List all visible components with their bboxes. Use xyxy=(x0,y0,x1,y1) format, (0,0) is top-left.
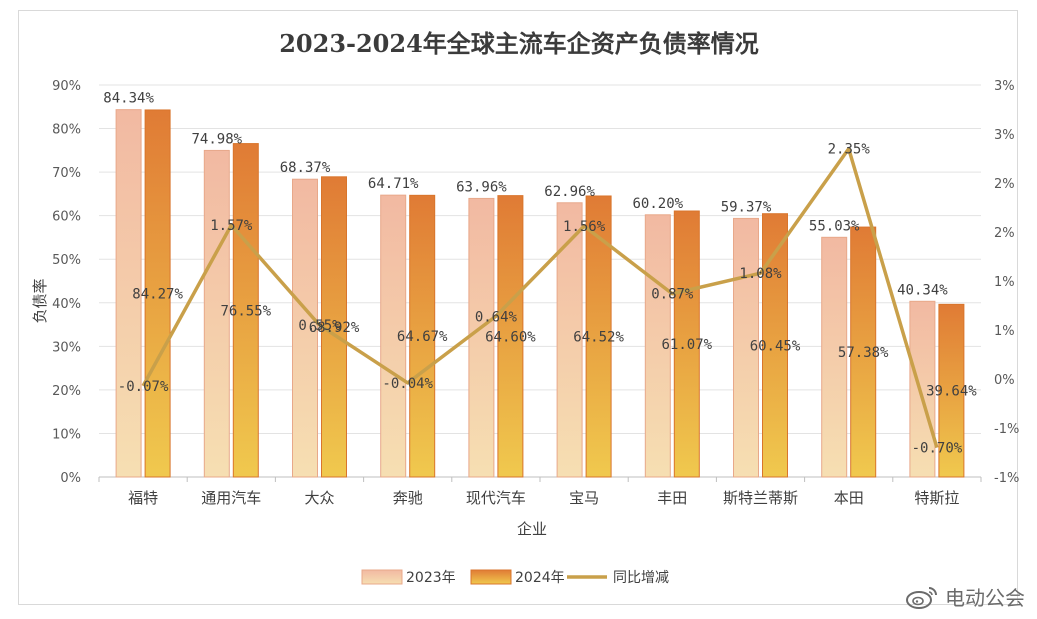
y-right-tick-label: 3% xyxy=(994,79,1015,94)
y-right-tick-label: 3% xyxy=(994,128,1015,143)
legend: 2023年 2024年 同比增减 xyxy=(361,569,669,586)
bar-2023 xyxy=(380,194,407,478)
x-tick-label: 丰田 xyxy=(657,489,687,507)
bar-2023 xyxy=(909,300,936,478)
data-label-2023: 64.71% xyxy=(368,176,419,192)
legend-label: 2024年 xyxy=(515,570,565,586)
y-left-tick-label: 50% xyxy=(52,253,81,268)
data-label-2023: 59.37% xyxy=(721,199,772,215)
data-label-2024: 68.92% xyxy=(309,320,360,336)
x-tick-label: 通用汽车 xyxy=(201,489,261,507)
bar-2024 xyxy=(409,194,436,478)
y-left-tick-label: 70% xyxy=(52,166,81,181)
bar-2023 xyxy=(203,149,230,478)
y-right-tick-label: 2% xyxy=(994,226,1015,241)
bar-2024 xyxy=(232,143,259,478)
x-tick-label: 大众 xyxy=(304,489,334,507)
data-labels: 84.34% 84.27% 74.98% 76.55% 68.37% 68.92% 64.7… xyxy=(103,91,977,457)
y-left-tick-label: 20% xyxy=(52,384,81,399)
data-label-2023: 60.20% xyxy=(633,196,684,212)
data-label-2023: 62.96% xyxy=(544,184,595,200)
data-label-yoy: -0.07% xyxy=(118,379,169,395)
data-label-yoy: 2.35% xyxy=(828,142,871,158)
bar-2023 xyxy=(733,217,759,478)
bar-2024 xyxy=(850,226,877,478)
data-label-2024: 64.60% xyxy=(485,329,536,345)
data-label-yoy: -0.70% xyxy=(912,441,963,457)
y-right-tick-label: 2% xyxy=(994,177,1015,192)
data-label-2024: 64.52% xyxy=(573,329,624,345)
bar-2023 xyxy=(115,109,142,478)
data-label-2023: 74.98% xyxy=(192,131,243,147)
bar-2024 xyxy=(938,303,965,478)
data-label-2024: 84.27% xyxy=(132,286,183,302)
data-label-2024: 61.07% xyxy=(662,337,713,353)
x-tick-label: 本田 xyxy=(834,489,864,507)
bar-2023 xyxy=(644,214,671,478)
data-label-2024: 60.45% xyxy=(750,338,801,354)
y-left-tick-label: 80% xyxy=(52,123,81,138)
data-label-yoy: 0.64% xyxy=(475,309,518,325)
weibo-icon xyxy=(906,586,937,609)
bar-2023 xyxy=(821,236,848,478)
data-label-2023: 55.03% xyxy=(809,218,860,234)
data-label-yoy: 1.57% xyxy=(210,218,253,234)
data-label-yoy: 0.55% xyxy=(298,318,341,334)
y-right-tick-label: 1% xyxy=(994,275,1015,290)
yoy-line-path xyxy=(141,146,939,449)
x-tick-label: 斯特兰蒂斯 xyxy=(723,489,798,507)
bar-2024 xyxy=(673,210,700,478)
y-left-tick-label: 90% xyxy=(52,79,81,94)
y-right-tick-label: 1% xyxy=(994,324,1015,339)
chart-frame: 2023-2024年全球主流车企资产负债率情况 84.34% 84.27% 74.9… xyxy=(18,10,1019,605)
data-label-2024: 64.67% xyxy=(397,329,448,345)
axes: 0% 10% 20% 30% 40% 50% 60% 70% 80% 90% -1% -1% 0% 1% 1… xyxy=(52,79,1019,507)
y-left-tick-label: 60% xyxy=(52,210,81,225)
y-left-tick-label: 40% xyxy=(52,297,81,312)
legend-label: 同比增减 xyxy=(613,570,669,586)
bars xyxy=(115,109,965,478)
data-label-2023: 40.34% xyxy=(897,282,948,298)
x-tick-label: 特斯拉 xyxy=(914,489,959,507)
data-label-2024: 39.64% xyxy=(926,384,977,400)
watermark: 电动公会 xyxy=(905,582,1025,611)
data-label-2023: 68.37% xyxy=(280,160,331,176)
y-left-tick-label: 30% xyxy=(52,340,81,355)
bar-2023 xyxy=(468,197,495,478)
y-left-tick-label: 10% xyxy=(52,427,81,442)
data-label-yoy: 0.87% xyxy=(651,287,694,303)
bar-2024 xyxy=(497,195,524,478)
y-axis-title: 负债率 xyxy=(31,278,49,323)
data-label-yoy: 1.08% xyxy=(739,266,782,282)
y-right-tick-label: 0% xyxy=(994,373,1015,388)
bar-2024 xyxy=(762,213,788,478)
watermark-text: 电动公会 xyxy=(945,586,1025,610)
y-right-tick-label: -1% xyxy=(994,422,1019,437)
x-tick-label: 福特 xyxy=(128,489,158,507)
chart-title: 2023-2024年全球主流车企资产负债率情况 xyxy=(279,29,759,58)
legend-swatch xyxy=(470,569,512,585)
y-left-tick-label: 0% xyxy=(60,471,81,486)
yoy-line xyxy=(141,146,939,449)
data-label-2024: 57.38% xyxy=(838,345,889,361)
data-label-2024: 76.55% xyxy=(221,303,272,319)
y-right-tick-label: -1% xyxy=(994,471,1019,486)
x-axis-title: 企业 xyxy=(517,520,547,538)
data-label-yoy: -0.04% xyxy=(382,376,433,392)
data-label-2023: 63.96% xyxy=(456,179,507,195)
x-tick-label: 宝马 xyxy=(569,489,599,507)
bar-2024 xyxy=(144,109,171,478)
data-label-2023: 84.34% xyxy=(103,91,154,107)
x-tick-label: 奔驰 xyxy=(393,489,423,507)
bar-line-chart: 2023-2024年全球主流车企资产负债率情况 84.34% 84.27% 74.9… xyxy=(31,29,1019,586)
legend-swatch xyxy=(361,569,403,585)
x-tick-label: 现代汽车 xyxy=(466,489,526,507)
bar-2023 xyxy=(292,178,318,478)
data-label-yoy: 1.56% xyxy=(563,219,606,235)
legend-label: 2023年 xyxy=(406,570,456,586)
